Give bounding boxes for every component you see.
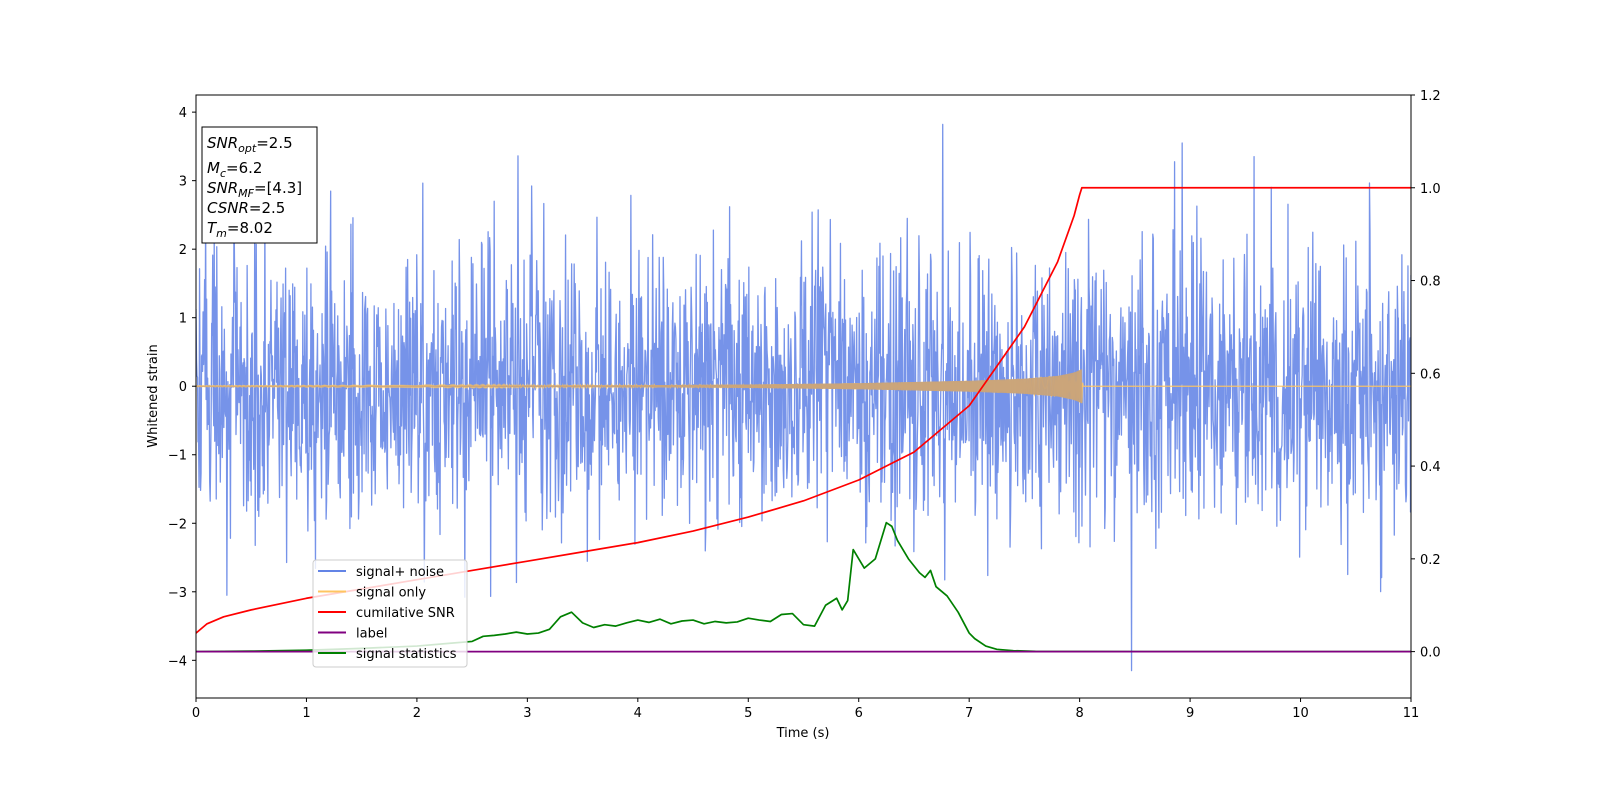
y-tick-label: 0 (179, 380, 187, 395)
y-tick-label: 2 (179, 243, 187, 258)
annotation-line: SNRMF=[4.3] (207, 179, 302, 200)
y2-tick-label: 0.6 (1420, 367, 1441, 382)
x-tick-label: 11 (1403, 706, 1420, 721)
y2-tick-label: 1.2 (1420, 89, 1441, 104)
x-tick-label: 0 (192, 706, 200, 721)
annotation-line: Tm=8.02 (207, 219, 273, 240)
annotation-subscript: c (220, 167, 226, 180)
y-tick-label: −1 (168, 449, 187, 464)
x-tick-label: 8 (1075, 706, 1083, 721)
annotation-subscript: opt (238, 142, 257, 155)
x-tick-label: 4 (634, 706, 642, 721)
legend-label: signal+ noise (356, 565, 444, 580)
annotation-value: =2.5 (256, 134, 292, 152)
y2-tick-label: 0.0 (1420, 646, 1441, 661)
x-tick-label: 7 (965, 706, 973, 721)
annotation-line: Mc=6.2 (207, 159, 262, 180)
x-tick-label: 10 (1292, 706, 1309, 721)
legend-label: cumilative SNR (356, 606, 455, 621)
x-axis-ticks: 0 1 2 3 4 5 6 7 8 9 10 11 (192, 698, 1419, 721)
legend: signal+ noise signal only cumilative SNR la… (312, 559, 468, 668)
annotation-value: =8.02 (227, 219, 273, 237)
signal-noise-layer (196, 123, 1411, 672)
annotation-value: =6.2 (226, 159, 262, 177)
legend-label: signal only (356, 586, 426, 601)
y-tick-label: 1 (179, 312, 187, 327)
signal-only-layer (196, 369, 1411, 404)
y-tick-label: 3 (179, 175, 187, 190)
legend-frame (312, 559, 468, 668)
x-tick-label: 2 (413, 706, 421, 721)
x-tick-label: 9 (1186, 706, 1194, 721)
x-tick-label: 5 (744, 706, 752, 721)
y-tick-label: −4 (168, 654, 187, 669)
y-tick-label: 4 (179, 106, 187, 121)
legend-label: label (356, 627, 387, 642)
y2-tick-label: 0.2 (1420, 553, 1441, 568)
x-tick-label: 3 (523, 706, 531, 721)
plot-frame (195, 94, 1412, 699)
annotation-symbol: SNR (207, 134, 238, 152)
y2-axis-ticks: 1.2 1.0 0.8 0.6 0.4 0.2 0.0 (1411, 89, 1441, 661)
annotation-symbol: CSNR (207, 199, 249, 217)
series-signal-statistics-line (196, 521, 1411, 653)
annotation-value: =[4.3] (254, 179, 302, 197)
y-tick-label: −3 (168, 586, 187, 601)
annotation-frame (201, 126, 318, 244)
series-signal-noise-line (196, 123, 1411, 672)
annotation-symbol: M (207, 159, 220, 177)
y2-tick-label: 0.8 (1420, 275, 1441, 290)
annotation-line: CSNR=2.5 (207, 199, 285, 217)
y-axis-label: Whitened strain (146, 344, 161, 447)
y-axis-ticks: 4 3 2 1 0 −1 −2 −3 −4 (168, 106, 196, 669)
x-tick-label: 6 (855, 706, 863, 721)
annotation-symbol: SNR (207, 179, 238, 197)
legend-label: signal statistics (356, 647, 457, 662)
annotation-value: =2.5 (249, 199, 285, 217)
x-tick-label: 1 (302, 706, 310, 721)
annotation-line: SNRopt=2.5 (207, 134, 293, 155)
y2-tick-label: 1.0 (1420, 182, 1441, 197)
annotation-subscript: m (216, 227, 227, 240)
series-signal-only-band (196, 369, 1082, 404)
annotation-symbol: T (207, 219, 218, 237)
x-axis-label: Time (s) (776, 726, 830, 741)
y-tick-label: −2 (168, 517, 187, 532)
y2-tick-label: 0.4 (1420, 460, 1441, 475)
annotation-subscript: MF (238, 187, 254, 200)
annotation-box: SNRopt=2.5Mc=6.2SNRMF=[4.3]CSNR=2.5Tm=8.… (201, 126, 318, 244)
